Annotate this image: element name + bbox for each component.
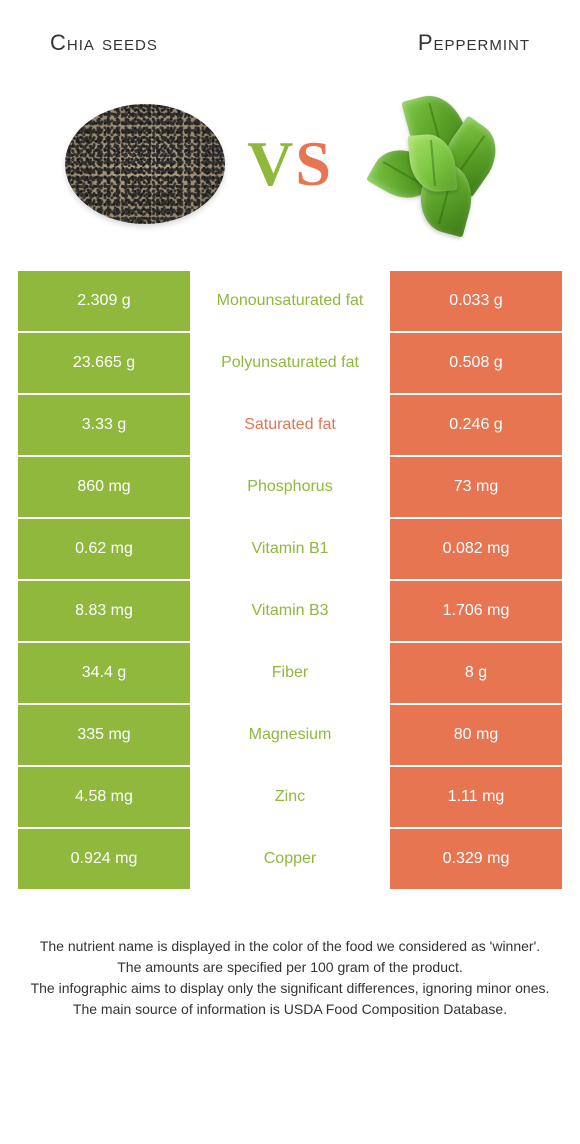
header: Chia seeds Peppermint — [0, 0, 580, 66]
right-food-image — [353, 81, 518, 246]
left-value-cell: 860 mg — [18, 457, 190, 517]
right-value-cell: 0.246 g — [390, 395, 562, 455]
vs-s-letter: S — [295, 128, 333, 199]
left-value-cell: 23.665 g — [18, 333, 190, 393]
nutrient-label-cell: Zinc — [190, 767, 390, 827]
table-row: 0.62 mgVitamin B10.082 mg — [18, 519, 562, 579]
nutrient-label-cell: Fiber — [190, 643, 390, 703]
table-row: 0.924 mgCopper0.329 mg — [18, 829, 562, 889]
left-value-cell: 335 mg — [18, 705, 190, 765]
right-value-cell: 0.508 g — [390, 333, 562, 393]
left-value-cell: 34.4 g — [18, 643, 190, 703]
peppermint-icon — [360, 89, 510, 239]
left-value-cell: 3.33 g — [18, 395, 190, 455]
left-food-image — [62, 81, 227, 246]
nutrient-label-cell: Copper — [190, 829, 390, 889]
vs-v-letter: V — [247, 128, 295, 199]
footer-line: The main source of information is USDA F… — [25, 999, 555, 1020]
table-row: 335 mgMagnesium80 mg — [18, 705, 562, 765]
right-value-cell: 0.082 mg — [390, 519, 562, 579]
right-value-cell: 1.11 mg — [390, 767, 562, 827]
nutrient-label-cell: Saturated fat — [190, 395, 390, 455]
vs-label: VS — [247, 127, 333, 201]
right-value-cell: 1.706 mg — [390, 581, 562, 641]
nutrient-label-cell: Vitamin B3 — [190, 581, 390, 641]
right-food-title: Peppermint — [418, 30, 530, 56]
images-row: VS — [0, 66, 580, 271]
nutrient-label-cell: Phosphorus — [190, 457, 390, 517]
left-food-title: Chia seeds — [50, 30, 158, 56]
right-value-cell: 0.033 g — [390, 271, 562, 331]
footer-line: The infographic aims to display only the… — [25, 978, 555, 999]
left-value-cell: 0.924 mg — [18, 829, 190, 889]
left-value-cell: 0.62 mg — [18, 519, 190, 579]
table-row: 23.665 gPolyunsaturated fat0.508 g — [18, 333, 562, 393]
footer-notes: The nutrient name is displayed in the co… — [0, 891, 580, 1020]
nutrient-label-cell: Magnesium — [190, 705, 390, 765]
right-value-cell: 8 g — [390, 643, 562, 703]
nutrient-label-cell: Vitamin B1 — [190, 519, 390, 579]
table-row: 2.309 gMonounsaturated fat0.033 g — [18, 271, 562, 331]
left-value-cell: 2.309 g — [18, 271, 190, 331]
footer-line: The amounts are specified per 100 gram o… — [25, 957, 555, 978]
chia-seeds-icon — [65, 104, 225, 224]
footer-line: The nutrient name is displayed in the co… — [25, 936, 555, 957]
nutrient-table: 2.309 gMonounsaturated fat0.033 g23.665 … — [0, 271, 580, 889]
table-row: 860 mgPhosphorus73 mg — [18, 457, 562, 517]
table-row: 34.4 gFiber8 g — [18, 643, 562, 703]
left-value-cell: 4.58 mg — [18, 767, 190, 827]
table-row: 4.58 mgZinc1.11 mg — [18, 767, 562, 827]
right-value-cell: 0.329 mg — [390, 829, 562, 889]
left-value-cell: 8.83 mg — [18, 581, 190, 641]
nutrient-label-cell: Monounsaturated fat — [190, 271, 390, 331]
right-value-cell: 73 mg — [390, 457, 562, 517]
table-row: 8.83 mgVitamin B31.706 mg — [18, 581, 562, 641]
table-row: 3.33 gSaturated fat0.246 g — [18, 395, 562, 455]
right-value-cell: 80 mg — [390, 705, 562, 765]
nutrient-label-cell: Polyunsaturated fat — [190, 333, 390, 393]
